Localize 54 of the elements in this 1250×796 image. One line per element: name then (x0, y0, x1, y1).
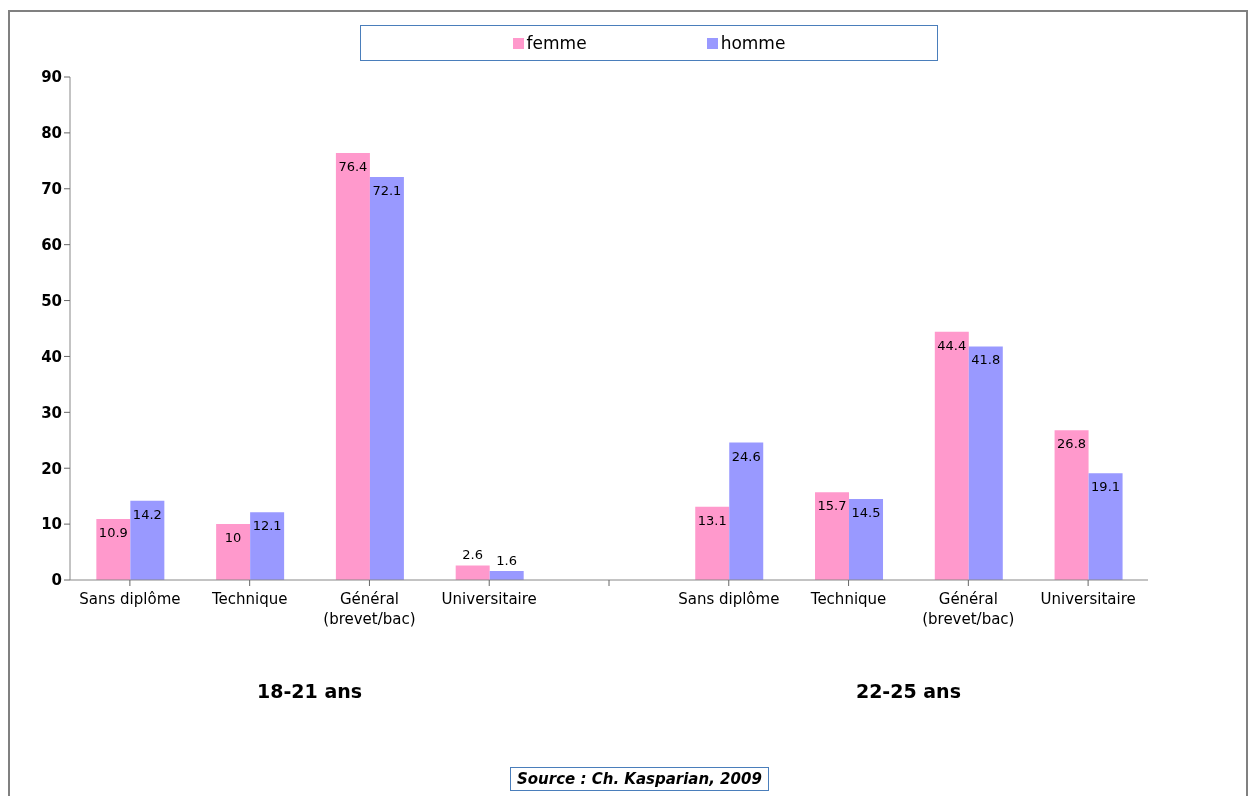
data-label: 15.7 (817, 498, 847, 514)
bar (130, 500, 165, 580)
data-label: 10 (224, 530, 242, 546)
data-label: 2.6 (462, 547, 484, 563)
data-label: 1.6 (496, 553, 518, 569)
x-tick-label: Sans diplôme (79, 590, 181, 608)
data-label: 14.5 (851, 504, 881, 520)
data-label: 76.4 (338, 159, 368, 175)
x-tick-label: Général (brevet/bac) (323, 590, 416, 628)
bar (250, 512, 285, 580)
bar (455, 565, 490, 580)
text: 18-21 ans (256, 680, 364, 702)
bar (729, 442, 764, 580)
data-label: 72.1 (372, 183, 402, 199)
x-tick-label: Universitaire (441, 590, 537, 608)
bar (968, 346, 1003, 580)
data-label: 24.6 (731, 448, 761, 464)
bar (695, 506, 730, 580)
text: 22-25 ans (854, 680, 962, 702)
bar (1088, 473, 1123, 580)
x-tick-label: Technique (809, 590, 887, 608)
x-tick-label: Technique (210, 590, 288, 608)
y-tick-label: 70 (41, 180, 62, 199)
data-label: 12.1 (252, 518, 282, 534)
legend-label: femme (526, 33, 587, 53)
bar (849, 498, 884, 580)
x-tick-label: Sans diplôme (678, 590, 780, 608)
data-label: 10.9 (98, 525, 128, 541)
data-label: 26.8 (1057, 436, 1087, 452)
data-label: 13.1 (697, 512, 727, 528)
y-tick-label: 0 (51, 571, 62, 590)
data-label: 41.8 (971, 352, 1001, 368)
y-tick-label: 90 (41, 68, 62, 87)
y-tick-label: 50 (41, 291, 62, 310)
x-tick-label: Universitaire (1040, 590, 1136, 608)
data-label: 44.4 (937, 337, 967, 353)
x-tick-label: Général (brevet/bac) (922, 590, 1015, 628)
bar (815, 492, 850, 580)
source-note: Source : Ch. Kasparian, 2009 (510, 767, 769, 791)
y-tick-label: 20 (41, 459, 62, 478)
bar (96, 519, 131, 580)
bar (216, 524, 251, 580)
data-label: 14.2 (132, 506, 162, 522)
y-tick-label: 10 (41, 515, 62, 534)
y-tick-label: 30 (41, 403, 62, 422)
bar (335, 153, 370, 580)
bar (1054, 430, 1089, 580)
bar (369, 177, 404, 580)
data-label: 19.1 (1091, 479, 1121, 495)
bar (934, 331, 969, 580)
y-tick-label: 60 (41, 235, 62, 254)
y-tick-label: 40 (41, 347, 62, 366)
legend-label: homme (720, 33, 786, 53)
y-tick-label: 80 (41, 124, 62, 143)
